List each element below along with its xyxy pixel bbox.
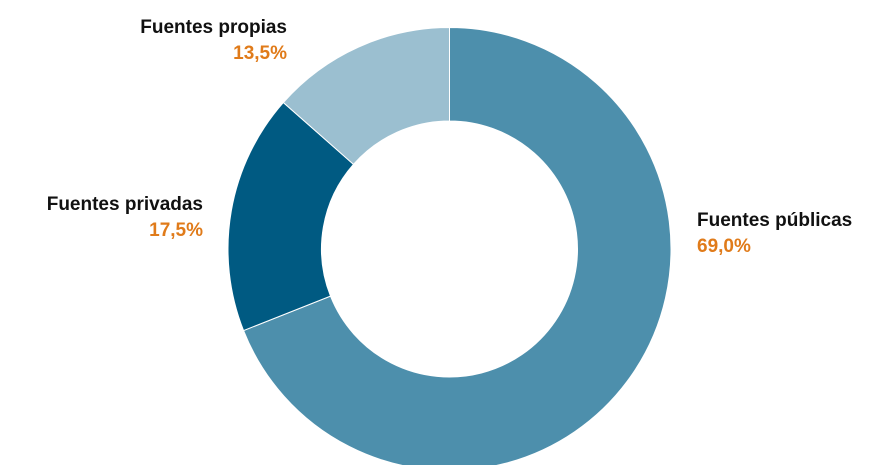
slice-label: Fuentes propias bbox=[140, 17, 287, 38]
slice-label: Fuentes públicas bbox=[697, 210, 852, 231]
slice-value-label: 13,5% bbox=[233, 43, 287, 64]
slice-value-label: 69,0% bbox=[697, 236, 751, 257]
slice-label: Fuentes privadas bbox=[47, 194, 203, 215]
slice-value-label: 17,5% bbox=[149, 220, 203, 241]
slice bbox=[282, 26, 450, 166]
slice bbox=[242, 26, 672, 465]
slice bbox=[227, 101, 355, 332]
